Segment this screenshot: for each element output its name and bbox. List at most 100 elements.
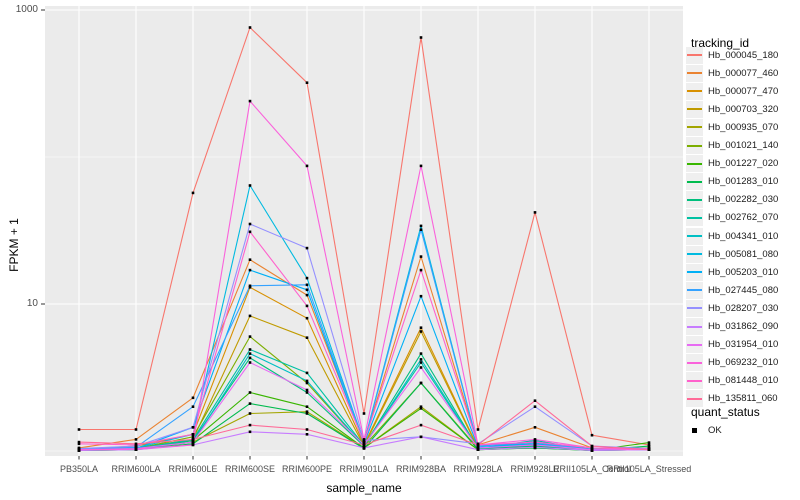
legend-key-line-icon bbox=[687, 235, 702, 237]
legend-label-Hb_027445_080: Hb_027445_080 bbox=[708, 284, 779, 296]
data-point-Hb_001227_020 bbox=[305, 405, 309, 408]
legend-label-Hb_135811_060: Hb_135811_060 bbox=[708, 393, 778, 405]
data-point-Hb_028207_030 bbox=[533, 405, 537, 408]
data-point-Hb_135811_060 bbox=[248, 423, 252, 427]
data-point-Hb_000045_180 bbox=[77, 428, 81, 431]
legend-key-line-icon bbox=[687, 343, 702, 346]
legend-key-Hb_000703_320 bbox=[686, 100, 703, 118]
data-point-Hb_001283_010 bbox=[647, 444, 651, 448]
data-point-Hb_000077_460 bbox=[419, 255, 423, 258]
legend-key-Hb_031862_090 bbox=[686, 318, 703, 335]
data-point-Hb_081448_010 bbox=[248, 230, 252, 234]
legend-label-Hb_001021_140: Hb_001021_140 bbox=[708, 140, 779, 151]
legend-key-line-icon bbox=[687, 162, 702, 165]
legend-key-line-icon bbox=[687, 307, 702, 310]
legend-key-line-icon bbox=[687, 198, 702, 201]
data-point-Hb_031862_090 bbox=[248, 430, 252, 434]
data-point-Hb_135811_060 bbox=[476, 443, 480, 447]
data-point-Hb_135811_060 bbox=[533, 399, 537, 402]
data-point-Hb_000703_320 bbox=[305, 336, 309, 339]
data-point-Hb_000077_470 bbox=[305, 316, 309, 320]
legend-key-line-icon bbox=[687, 54, 702, 56]
data-point-Hb_000703_320 bbox=[419, 330, 423, 333]
data-point-Hb_000045_180 bbox=[248, 26, 252, 29]
data-point-Hb_069232_010 bbox=[134, 447, 138, 451]
data-point-Hb_135811_060 bbox=[647, 448, 651, 451]
legend-label-Hb_081448_010: Hb_081448_010 bbox=[708, 375, 779, 387]
data-point-Hb_031954_010 bbox=[191, 440, 195, 444]
data-point-Hb_031862_090 bbox=[362, 446, 366, 450]
data-point-Hb_000077_460 bbox=[134, 438, 138, 441]
data-point-Hb_135811_060 bbox=[191, 438, 195, 441]
y-axis-title: FPKM + 1 bbox=[7, 218, 21, 272]
legend-key-Hb_081448_010 bbox=[686, 372, 703, 390]
data-point-Hb_000045_180 bbox=[476, 428, 480, 431]
legend-key-Hb_027445_080 bbox=[686, 281, 703, 299]
legend-key-line-icon bbox=[687, 72, 702, 75]
data-point-Hb_000045_180 bbox=[191, 191, 195, 195]
legend-label-Hb_005203_010: Hb_005203_010 bbox=[708, 266, 779, 278]
data-point-Hb_000045_180 bbox=[533, 211, 537, 214]
data-point-Hb_031954_010 bbox=[419, 366, 423, 369]
data-point-Hb_135811_060 bbox=[77, 440, 81, 444]
legend-shape-key bbox=[686, 422, 703, 439]
x-axis-title: sample_name bbox=[326, 481, 402, 495]
legend-key-Hb_001021_140 bbox=[686, 137, 703, 154]
legend-key-line-icon bbox=[687, 325, 702, 328]
data-point-Hb_081448_010 bbox=[77, 442, 81, 446]
data-point-Hb_002282_030 bbox=[419, 352, 423, 355]
legend-label-Hb_031954_010: Hb_031954_010 bbox=[708, 339, 779, 351]
legend-key-Hb_135811_060 bbox=[686, 390, 703, 408]
legend-key-line-icon bbox=[687, 397, 702, 400]
data-point-Hb_005203_010 bbox=[248, 268, 252, 272]
data-point-Hb_000935_070 bbox=[305, 410, 309, 413]
legend-key-Hb_000935_070 bbox=[686, 118, 703, 136]
legend-key-line-icon bbox=[687, 216, 702, 219]
legend-key-Hb_028207_030 bbox=[686, 299, 703, 317]
data-point-Hb_027445_080 bbox=[305, 283, 309, 287]
legend-shape-title: quant_status bbox=[691, 405, 760, 419]
legend-key-line-icon bbox=[687, 361, 702, 364]
data-point-Hb_004341_010 bbox=[305, 379, 309, 383]
data-point-Hb_031954_010 bbox=[476, 446, 480, 450]
data-point-Hb_135811_060 bbox=[419, 423, 423, 427]
data-point-Hb_001227_020 bbox=[419, 407, 423, 410]
x-tick-label-RRIM600LE: RRIM600LE bbox=[168, 464, 218, 474]
legend-key-Hb_000077_470 bbox=[686, 82, 703, 100]
legend-key-Hb_002762_070 bbox=[686, 209, 703, 227]
legend-key-Hb_005203_010 bbox=[686, 263, 703, 281]
ok-square-icon bbox=[692, 428, 697, 433]
legend-key-line-icon bbox=[687, 180, 702, 183]
legend-key-line-icon bbox=[687, 271, 702, 274]
x-tick-label-RRIM600LA: RRIM600LA bbox=[111, 464, 161, 474]
data-point-Hb_000045_180 bbox=[590, 433, 594, 437]
data-point-Hb_135811_060 bbox=[305, 428, 309, 431]
data-point-Hb_000077_460 bbox=[305, 293, 309, 297]
data-point-Hb_001021_140 bbox=[191, 435, 195, 439]
legend-key-Hb_001227_020 bbox=[686, 155, 703, 173]
data-point-Hb_031862_090 bbox=[305, 433, 309, 436]
x-tick-label-RRIM600SE: RRIM600SE bbox=[224, 464, 276, 474]
data-point-Hb_028207_030 bbox=[248, 222, 252, 226]
x-tick-label-RRIM928BA: RRIM928BA bbox=[395, 464, 447, 474]
data-point-Hb_000077_460 bbox=[248, 258, 252, 261]
legend-label-Hb_000703_320: Hb_000703_320 bbox=[708, 103, 779, 115]
data-point-Hb_069232_010 bbox=[419, 164, 423, 168]
data-point-Hb_069232_010 bbox=[362, 438, 366, 441]
legend-label-Hb_069232_010: Hb_069232_010 bbox=[708, 357, 779, 369]
x-tick-label-PB350LA: PB350LA bbox=[59, 464, 99, 474]
data-point-Hb_002282_030 bbox=[248, 356, 252, 360]
legend-key-line-icon bbox=[687, 126, 702, 129]
y-tick-label-10: 10 bbox=[26, 298, 38, 309]
data-point-Hb_031862_090 bbox=[419, 435, 423, 439]
data-point-Hb_005081_080 bbox=[305, 276, 309, 280]
data-point-Hb_135811_060 bbox=[134, 442, 138, 446]
legend-label-Hb_000935_070: Hb_000935_070 bbox=[708, 121, 779, 133]
data-point-Hb_005081_080 bbox=[248, 184, 252, 187]
data-point-Hb_000077_470 bbox=[248, 286, 252, 289]
data-point-Hb_069232_010 bbox=[77, 448, 81, 451]
data-point-Hb_028207_030 bbox=[191, 426, 195, 429]
legend-key-Hb_000077_460 bbox=[686, 64, 703, 82]
data-point-Hb_027445_080 bbox=[191, 405, 195, 408]
